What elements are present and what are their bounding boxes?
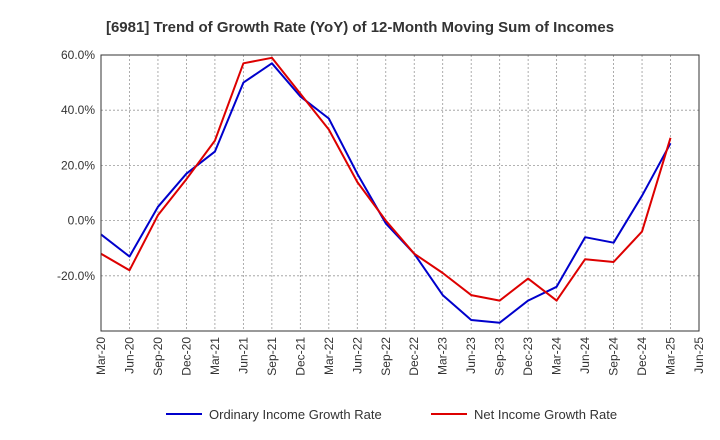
x-tick-label: Dec-24 (635, 337, 649, 376)
series-line-2 (100, 56, 672, 302)
x-tick-label: Jun-22 (350, 337, 364, 374)
x-tick-label: Jun-21 (236, 337, 250, 374)
grid (100, 54, 700, 331)
x-tick-label: Sep-24 (607, 337, 621, 376)
plot-area (100, 54, 700, 332)
y-tick-label: 0.0% (68, 214, 96, 228)
y-tick-label: -20.0% (57, 269, 95, 283)
x-tick-label: Dec-20 (179, 337, 193, 376)
x-tick-label: Mar-21 (208, 337, 222, 375)
x-tick-label: Sep-21 (265, 337, 279, 376)
x-tick-label: Mar-23 (436, 337, 450, 375)
x-tick-label: Sep-22 (379, 337, 393, 376)
legend-label: Ordinary Income Growth Rate (209, 407, 382, 422)
legend-label: Net Income Growth Rate (474, 407, 617, 422)
x-tick-label: Mar-24 (550, 337, 564, 375)
x-axis-ticks: Mar-20 Jun-20 Sep-20 Dec-20 Mar-21 Jun-21 Sep-… (94, 337, 706, 376)
x-tick-label: Dec-22 (407, 337, 421, 376)
x-tick-label: Jun-20 (122, 337, 136, 374)
x-tick-label: Dec-21 (293, 337, 307, 376)
chart-title: [6981] Trend of Growth Rate (YoY) of 12-… (106, 19, 614, 36)
legend: Ordinary Income Growth Rate Net Income Gr… (166, 407, 617, 422)
x-tick-label: Jun-25 (692, 337, 706, 374)
x-tick-label: Mar-20 (94, 337, 108, 375)
y-axis-ticks: 60.0% 40.0% 20.0% 0.0% -20.0% (57, 48, 95, 283)
x-tick-label: Sep-20 (151, 337, 165, 376)
y-tick-label: 60.0% (61, 48, 95, 62)
x-tick-label: Jun-24 (578, 337, 592, 374)
x-tick-label: Mar-22 (322, 337, 336, 375)
series-lines (100, 56, 672, 324)
x-tick-label: Jun-23 (464, 337, 478, 374)
x-tick-label: Mar-25 (664, 337, 678, 375)
y-tick-label: 40.0% (61, 103, 95, 117)
x-tick-label: Sep-23 (493, 337, 507, 376)
x-tick-label: Dec-23 (521, 337, 535, 376)
y-tick-label: 20.0% (61, 158, 95, 172)
